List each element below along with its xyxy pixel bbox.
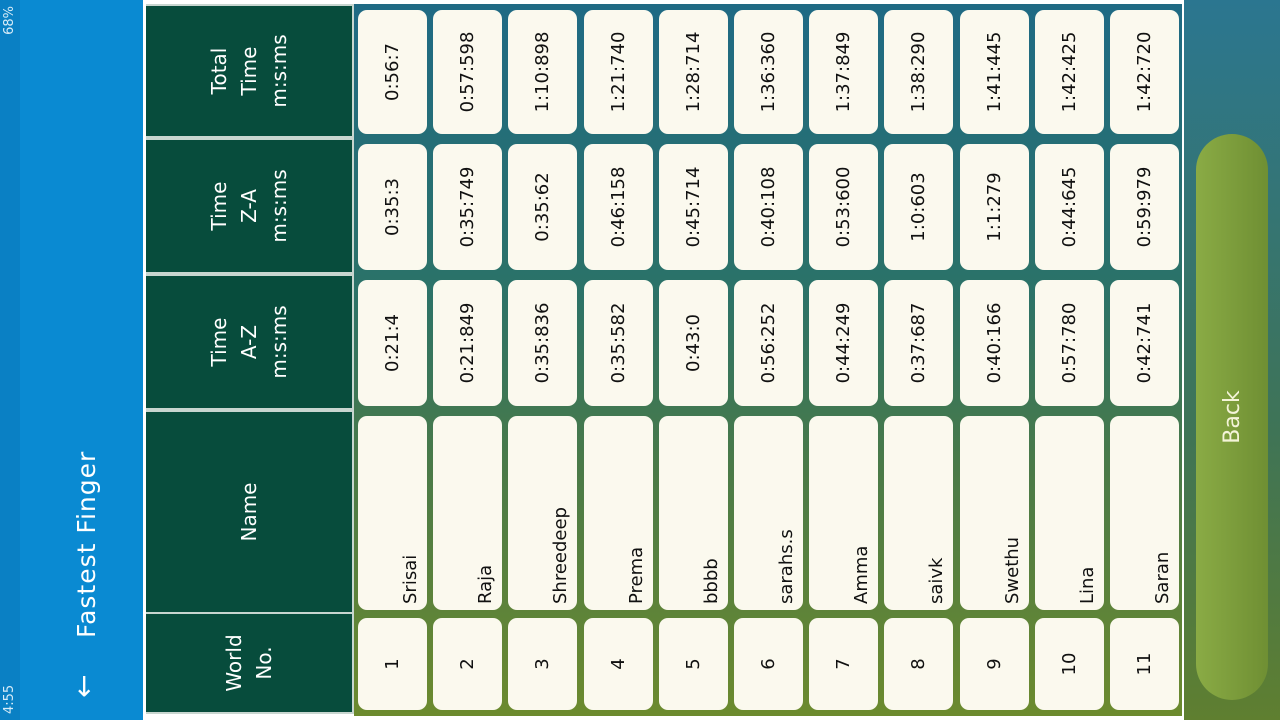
- world-no-cell: 5: [658, 618, 728, 710]
- time-a-z-cell: 0:57:780: [1034, 280, 1104, 406]
- world-no-cell: 8: [884, 618, 954, 710]
- total-time-cell: 1:38:290: [884, 10, 954, 134]
- page-title: Fastest Finger: [72, 450, 101, 638]
- name-cell: Swethu: [959, 416, 1029, 610]
- score-table: 1 Srisai 0:21:4 0:35:3 0:56:7 2 Raja 0:21:849 0:…: [354, 4, 1182, 716]
- time-z-a-cell: 0:53:600: [809, 144, 879, 270]
- time-z-a-cell: 0:59:979: [1110, 144, 1179, 270]
- header-time-z-a: Time Z-A m:s:ms: [146, 140, 352, 272]
- header-world-no: World No.: [146, 614, 352, 712]
- world-no-cell: 7: [809, 618, 879, 710]
- time-a-z-cell: 0:43:0: [658, 280, 728, 406]
- time-z-a-cell: 0:46:158: [583, 144, 653, 270]
- name-cell: Lina: [1034, 416, 1104, 610]
- world-no-cell: 6: [734, 618, 803, 710]
- total-time-cell: 0:56:7: [358, 10, 427, 134]
- time-a-z-cell: 0:56:252: [734, 280, 803, 406]
- name-cell: bbbb: [658, 416, 728, 610]
- app-bar: ← Fastest Finger: [20, 0, 143, 720]
- time-z-a-cell: 0:44:645: [1034, 144, 1104, 270]
- world-no-cell: 11: [1110, 618, 1179, 710]
- time-a-z-cell: 0:42:741: [1110, 280, 1179, 406]
- time-a-z-cell: 0:35:836: [508, 280, 578, 406]
- time-a-z-cell: 0:40:166: [959, 280, 1029, 406]
- world-no-cell: 2: [433, 618, 503, 710]
- time-a-z-cell: 0:21:4: [358, 280, 427, 406]
- total-time-cell: 1:42:720: [1110, 10, 1179, 134]
- time-z-a-cell: 0:45:714: [658, 144, 728, 270]
- header-name: Name: [146, 412, 352, 612]
- header-total-time: Total Time m:s:ms: [146, 6, 352, 136]
- name-cell: Raja: [433, 416, 503, 610]
- time-z-a-cell: 1:0:603: [884, 144, 954, 270]
- total-time-cell: 1:28:714: [658, 10, 728, 134]
- time-z-a-cell: 0:35:3: [358, 144, 427, 270]
- table-header: World No. Name Time A-Z m:s:ms Time Z-A m:s…: [146, 4, 354, 714]
- total-time-cell: 1:37:849: [809, 10, 879, 134]
- time-z-a-cell: 0:35:749: [433, 144, 503, 270]
- time-a-z-cell: 0:35:582: [583, 280, 653, 406]
- name-cell: Prema: [583, 416, 653, 610]
- header-time-a-z: Time A-Z m:s:ms: [146, 276, 352, 408]
- name-cell: saivk: [884, 416, 954, 610]
- world-no-cell: 9: [959, 618, 1029, 710]
- name-cell: Saran: [1110, 416, 1179, 610]
- time-z-a-cell: 0:35:62: [508, 144, 578, 270]
- total-time-cell: 1:42:425: [1034, 10, 1104, 134]
- time-a-z-cell: 0:44:249: [809, 280, 879, 406]
- name-cell: Shreedeep: [508, 416, 578, 610]
- name-cell: sarahs.s: [734, 416, 803, 610]
- footer: Back: [1184, 0, 1280, 720]
- time-a-z-cell: 0:21:849: [433, 280, 503, 406]
- total-time-cell: 1:36:360: [734, 10, 803, 134]
- name-cell: Amma: [809, 416, 879, 610]
- status-time: 4:55: [2, 684, 17, 714]
- name-cell: Srisai: [358, 416, 427, 610]
- total-time-cell: 1:21:740: [583, 10, 653, 134]
- world-no-cell: 3: [508, 618, 578, 710]
- arrow-left-icon[interactable]: ←: [67, 674, 100, 698]
- time-z-a-cell: 0:40:108: [734, 144, 803, 270]
- total-time-cell: 1:41:445: [959, 10, 1029, 134]
- total-time-cell: 0:57:598: [433, 10, 503, 134]
- world-no-cell: 4: [583, 618, 653, 710]
- battery-level: 68%: [2, 6, 17, 35]
- status-bar: 4:55 68%: [0, 0, 20, 720]
- total-time-cell: 1:10:898: [508, 10, 578, 134]
- time-z-a-cell: 1:1:279: [959, 144, 1029, 270]
- back-button[interactable]: Back: [1196, 134, 1268, 700]
- world-no-cell: 10: [1034, 618, 1104, 710]
- time-a-z-cell: 0:37:687: [884, 280, 954, 406]
- world-no-cell: 1: [358, 618, 427, 710]
